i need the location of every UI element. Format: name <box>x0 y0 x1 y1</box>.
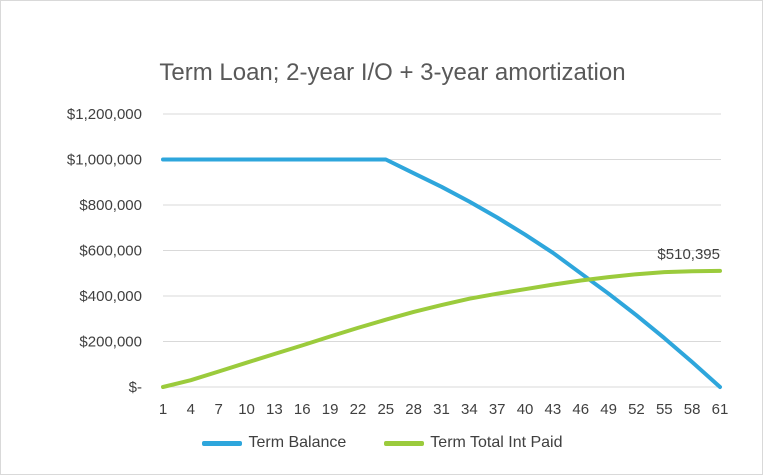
x-tick-label: 49 <box>600 401 617 418</box>
x-tick-label: 4 <box>187 401 195 418</box>
x-tick-label: 1 <box>159 401 167 418</box>
x-tick-label: 61 <box>712 401 729 418</box>
y-tick-label: $- <box>129 379 142 396</box>
y-tick-label: $400,000 <box>79 288 142 305</box>
x-tick-label: 7 <box>215 401 223 418</box>
x-tick-label: 58 <box>684 401 701 418</box>
chart-title: Term Loan; 2-year I/O + 3-year amortizat… <box>159 59 626 86</box>
x-tick-label: 37 <box>489 401 506 418</box>
x-tick-label: 46 <box>572 401 589 418</box>
x-tick-label: 34 <box>461 401 478 418</box>
x-tick-label: 52 <box>628 401 645 418</box>
x-tick-label: 43 <box>545 401 562 418</box>
legend-item-term-balance: Term Balance <box>202 434 346 452</box>
legend-label-term-total-int-paid: Term Total Int Paid <box>430 434 563 451</box>
legend-item-term-total-int-paid: Term Total Int Paid <box>384 434 563 452</box>
x-tick-label: 28 <box>405 401 422 418</box>
series-line-term-total-int-paid <box>161 268 722 389</box>
y-tick-label: $1,200,000 <box>67 106 142 123</box>
x-tick-label: 40 <box>517 401 534 418</box>
y-tick-label: $600,000 <box>79 243 142 260</box>
x-tick-label: 25 <box>377 401 394 418</box>
legend-label-term-balance: Term Balance <box>248 434 347 451</box>
x-tick-label: 10 <box>238 401 255 418</box>
series-line-term-balance <box>161 157 722 389</box>
data-label: $510,395 <box>657 246 720 263</box>
legend: Term Balance Term Total Int Paid <box>1 434 763 452</box>
x-tick-label: 19 <box>322 401 339 418</box>
y-tick-label: $200,000 <box>79 334 142 351</box>
x-tick-label: 31 <box>433 401 450 418</box>
x-tick-label: 55 <box>656 401 673 418</box>
y-tick-label: $800,000 <box>79 197 142 214</box>
x-tick-label: 16 <box>294 401 311 418</box>
x-tick-label: 13 <box>266 401 283 418</box>
x-tick-label: 22 <box>350 401 367 418</box>
y-tick-label: $1,000,000 <box>67 152 142 169</box>
legend-swatch-term-total-int-paid <box>384 440 425 446</box>
legend-swatch-term-balance <box>202 440 243 446</box>
